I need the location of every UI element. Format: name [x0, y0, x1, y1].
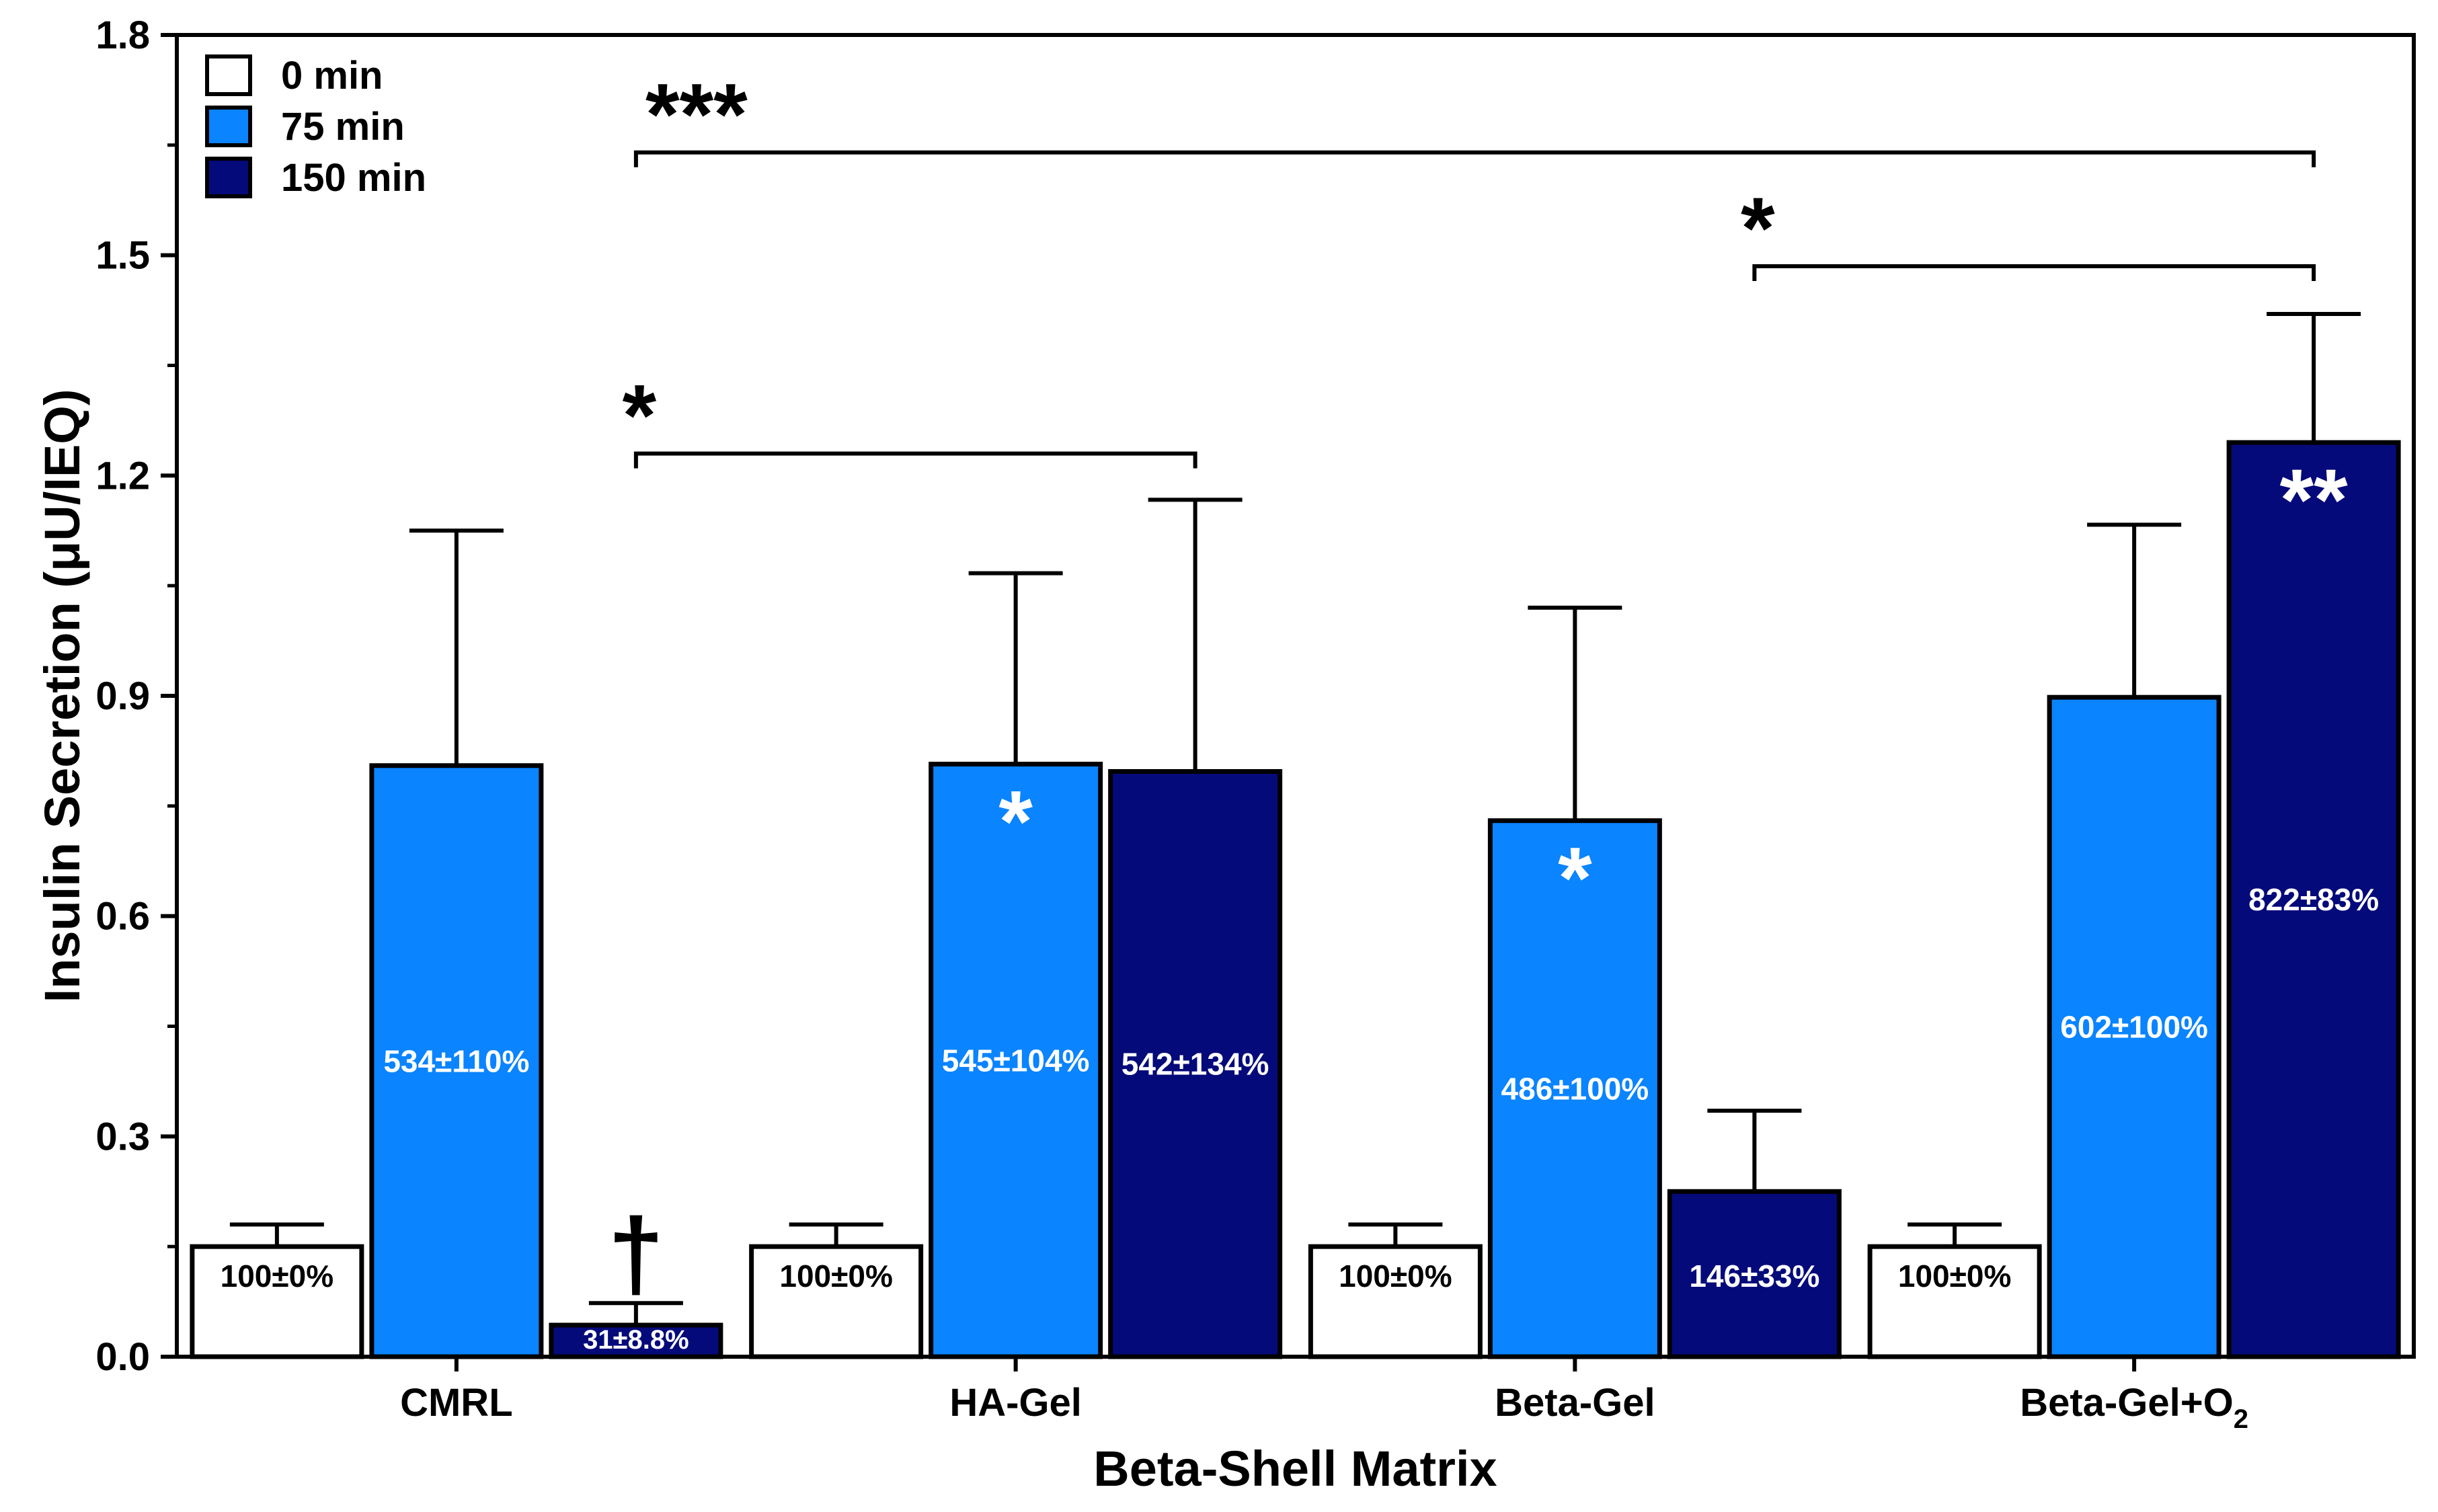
asterisk-mark: **: [2280, 450, 2349, 549]
plot-frame: [175, 33, 2416, 1359]
data-label: 146±33%: [1689, 1259, 1819, 1294]
asterisk-mark: *: [1558, 829, 1592, 927]
y-axis: 0.0 0.3 0.6 0.9 1.2 1.5 1.8: [95, 13, 177, 1379]
y-tick-label: 1.2: [95, 454, 150, 498]
y-tick-label: 0.9: [95, 674, 150, 718]
bar: [1487, 818, 1662, 1359]
legend-label: 150 min: [281, 156, 426, 200]
data-label: 534±110%: [383, 1043, 529, 1078]
legend-swatch: [205, 106, 252, 147]
bar: [2047, 694, 2221, 1359]
y-axis-title: Insulin Secretion (μU/IEQ): [34, 389, 90, 1003]
data-label: 602±100%: [2060, 1010, 2208, 1045]
legend: 0 min 75 min 150 min: [205, 54, 426, 200]
data-label: 31±8.8%: [583, 1325, 689, 1355]
significance-label: *: [1741, 179, 1775, 277]
significance-label: ***: [645, 65, 748, 163]
significance-bracket: [633, 451, 1197, 469]
y-tick-label: 0.6: [95, 895, 150, 939]
data-label: 100±0%: [221, 1259, 333, 1294]
data-label: 100±0%: [1339, 1259, 1452, 1294]
x-tick-label: Beta-Gel: [1495, 1381, 1655, 1425]
data-label: 100±0%: [779, 1259, 892, 1294]
data-label: 542±134%: [1122, 1047, 1269, 1082]
y-tick-label: 1.5: [95, 234, 150, 278]
x-axis-title: Beta-Shell Matrix: [1093, 1441, 1497, 1497]
y-tick-label: 1.8: [95, 13, 150, 57]
data-labels: 100±0% 100±0% 100±0% 100±0% 534±110% 545±104%…: [221, 450, 2380, 1355]
asterisk-mark: *: [998, 772, 1033, 871]
data-label: 545±104%: [942, 1043, 1090, 1078]
y-tick-label: 0.0: [95, 1335, 150, 1379]
y-tick-label: 0.3: [95, 1115, 150, 1158]
data-label: 822±83%: [2248, 882, 2379, 917]
x-tick-label: HA-Gel: [949, 1381, 1082, 1425]
significance-bracket: [1752, 264, 2316, 282]
x-axis: CMRL HA-Gel Beta-Gel Beta-Gel+O2: [400, 1357, 2248, 1434]
x-tick-label: Beta-Gel+O2: [2020, 1381, 2248, 1434]
bar: [190, 1244, 364, 1359]
bars: [190, 440, 2401, 1359]
data-label: 486±100%: [1501, 1071, 1649, 1106]
bar: [1308, 1244, 1483, 1359]
legend-swatch: [205, 54, 252, 96]
x-tick-label: CMRL: [400, 1381, 513, 1425]
dagger-mark: †: [608, 1197, 664, 1310]
legend-swatch: [205, 157, 252, 198]
data-label: 100±0%: [1898, 1259, 2011, 1294]
significance-bracket: [633, 150, 2316, 167]
error-bars: [229, 312, 2361, 1326]
significance-label: *: [623, 366, 657, 465]
bar: [369, 763, 544, 1359]
legend-label: 75 min: [281, 105, 405, 149]
significance-brackets: *****: [623, 65, 2316, 469]
legend-label: 0 min: [281, 54, 383, 97]
